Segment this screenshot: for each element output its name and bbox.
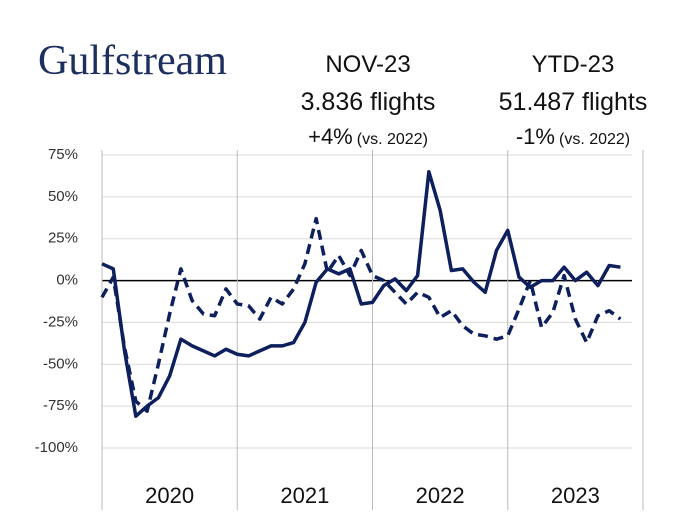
month-period: NOV-23	[325, 51, 410, 78]
month-note: (vs. 2022)	[357, 131, 428, 148]
logo: Gulfstream	[38, 38, 227, 84]
ytd-change: -1%	[516, 124, 555, 149]
y-tick-label: 25%	[48, 230, 78, 247]
ytd-flights: 51.487 flights	[499, 88, 648, 116]
x-tick-label: 2023	[551, 483, 600, 508]
x-tick-label: 2022	[416, 483, 465, 508]
x-tick-label: 2020	[145, 483, 194, 508]
ytd-change-line: -1% (vs. 2022)	[516, 124, 630, 149]
y-tick-label: 75%	[48, 146, 78, 163]
y-tick-label: -50%	[43, 355, 78, 372]
month-change: +4%	[308, 124, 353, 149]
ytd-period: YTD-23	[532, 51, 615, 78]
x-tick-label: 2021	[280, 483, 329, 508]
series-line	[101, 169, 621, 418]
y-tick-label: -100%	[35, 439, 78, 456]
y-tick-label: -75%	[43, 397, 78, 414]
y-tick-label: 50%	[48, 188, 78, 205]
ytd-note: (vs. 2022)	[559, 131, 630, 148]
month-flights: 3.836 flights	[301, 88, 436, 116]
y-tick-label: 0%	[56, 272, 78, 289]
month-change-line: +4% (vs. 2022)	[308, 124, 428, 149]
y-tick-label: -25%	[43, 313, 78, 330]
series-line	[100, 216, 622, 413]
